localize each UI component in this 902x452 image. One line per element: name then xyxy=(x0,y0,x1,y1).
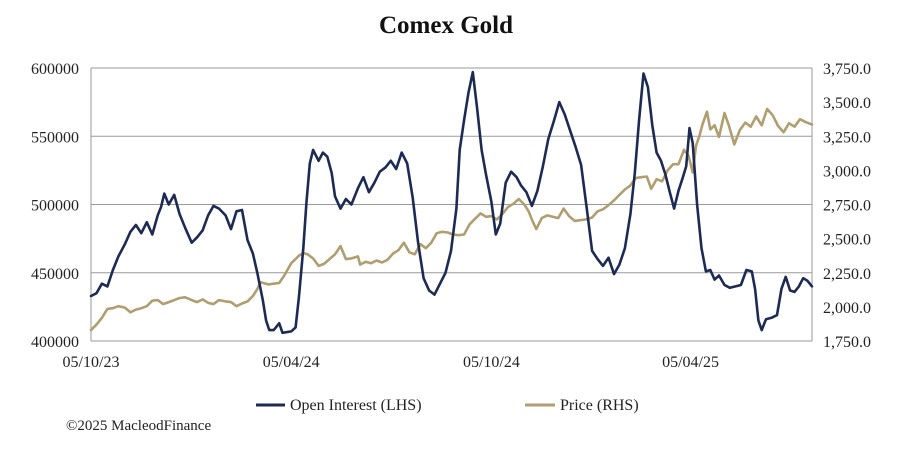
x-tick-label: 05/04/24 xyxy=(263,354,320,371)
left-axis-ticks: 400000 450000 500000 550000 600000 xyxy=(31,61,79,351)
left-tick-label: 550000 xyxy=(31,129,79,146)
right-axis-ticks: 1,750.0 2,000.0 2,250.0 2,500.0 2,750.0 3,000… xyxy=(823,61,871,351)
right-tick-label: 3,250.0 xyxy=(823,129,871,146)
series-line-open-interest xyxy=(89,70,814,335)
right-tick-label: 1,750.0 xyxy=(823,334,871,351)
right-tick-label: 2,750.0 xyxy=(823,198,871,215)
copyright-notice: ©2025 MacleodFinance xyxy=(66,418,211,434)
right-tick-label: 3,000.0 xyxy=(823,163,871,180)
left-tick-label: 600000 xyxy=(31,61,79,78)
right-tick-label: 3,500.0 xyxy=(823,95,871,112)
series-layer xyxy=(89,70,814,335)
series-line-price xyxy=(89,107,814,332)
right-tick-label: 2,250.0 xyxy=(823,266,871,283)
x-axis-ticks: 05/10/23 05/04/24 05/10/24 05/04/25 xyxy=(63,354,719,371)
legend-label-open-interest: Open Interest (LHS) xyxy=(290,397,422,414)
right-tick-label: 3,750.0 xyxy=(823,61,871,78)
x-tick-label: 05/10/23 xyxy=(63,354,120,371)
x-tick-label: 05/10/24 xyxy=(463,354,520,371)
left-tick-label: 500000 xyxy=(31,198,79,215)
chart-title: Comex Gold xyxy=(379,12,513,39)
left-tick-label: 400000 xyxy=(31,334,79,351)
left-tick-label: 450000 xyxy=(31,266,79,283)
right-tick-label: 2,500.0 xyxy=(823,232,871,249)
right-tick-label: 2,000.0 xyxy=(823,300,871,317)
legend-label-price: Price (RHS) xyxy=(560,397,639,414)
x-tick-label: 05/04/25 xyxy=(662,354,719,371)
legend: Open Interest (LHS) Price (RHS) xyxy=(256,397,639,414)
grid-lines xyxy=(90,67,813,342)
